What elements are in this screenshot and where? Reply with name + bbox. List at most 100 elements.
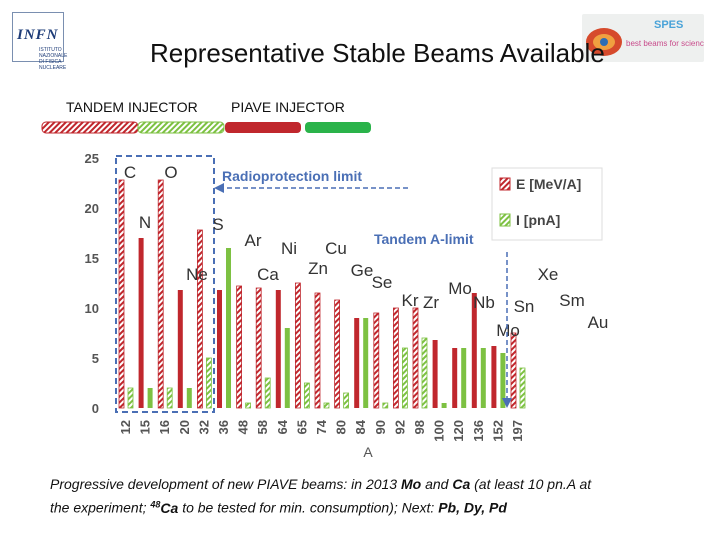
y-tick-label-20: 20 [85,201,99,216]
caption: Progressive development of new PIAVE bea… [50,474,690,518]
element-label-sm-19: Sm [559,291,585,310]
caption-text-1: Progressive development of new PIAVE bea… [50,476,401,492]
y-tick-label-15: 15 [85,251,99,266]
energy-bar-36-5 [217,290,222,408]
x-tick-label-92-14: 92 [392,420,407,434]
current-bar-136-18 [480,348,486,408]
radioprotection-arrow-icon [214,183,224,193]
caption-and: and [421,476,453,492]
energy-bar-65-9 [294,282,301,409]
energy-bar-92-14 [392,307,399,409]
energy-bar-32-4 [196,229,203,409]
caption-sup48: 48 [150,499,161,509]
current-bar-32-4 [205,357,212,409]
element-label-nb-15: Nb [473,293,495,312]
x-tick-label-48-6: 48 [236,420,251,434]
energy-bar-20-3 [177,290,183,408]
element-label-n-1: N [139,213,151,232]
x-tick-label-65-9: 65 [294,420,309,434]
element-label-mo-14: Mo [448,279,472,298]
element-label-c-0: C [124,163,136,182]
infn-logo-subtitle: ISTITUTO NAZIONALE DI FISICA NUCLEARE [39,47,68,71]
current-bar-65-9 [303,382,310,409]
energy-bar-136-18 [471,293,477,408]
infn-logo-text: INFN [17,27,59,43]
x-tick-label-16-2: 16 [157,420,172,434]
current-bar-120-17 [461,348,467,408]
energy-bar-80-11 [334,299,341,409]
current-bar-74-10 [323,402,330,409]
legend-label-current: I [pnA] [516,212,560,228]
x-tick-label-152-19: 152 [490,420,505,442]
current-bar-15-1 [147,388,153,408]
legend-swatch-current [499,213,511,227]
current-bar-80-11 [343,392,350,409]
caption-next: Pb, Dy, Pd [438,499,507,516]
current-bar-58-7 [264,377,271,409]
energy-bar-197-20 [510,332,517,409]
element-label-cu-9: Cu [325,239,347,258]
caption-ca48: Ca [160,499,179,516]
caption-mo: Mo [400,476,422,492]
element-label-zn-8: Zn [308,259,328,278]
tandem-current-bar [137,121,225,134]
spes-logo: SPES best beams for science [582,14,709,62]
spes-logo-text: SPES [654,19,683,31]
x-tick-label-100-16: 100 [432,420,447,442]
tandem-a-limit-label: Tandem A-limit [374,231,474,247]
energy-bar-100-16 [432,340,438,408]
element-label-ni-7: Ni [281,239,297,258]
x-tick-label-84-12: 84 [353,419,368,434]
energy-bar-98-15 [412,307,419,409]
energy-bar-90-13 [373,312,380,409]
x-tick-label-36-5: 36 [216,420,231,434]
y-tick-label-25: 25 [85,151,99,166]
spes-logo-graphic: SPES best beams for science [586,19,709,56]
current-bar-197-20 [519,367,526,409]
current-bar-16-2 [166,387,173,409]
page-title: Representative Stable Beams Available [150,38,605,68]
element-label-xe-18: Xe [538,265,559,284]
x-tick-label-136-18: 136 [471,420,486,442]
x-axis-label: A [363,444,373,460]
current-bar-12-0 [127,387,134,409]
element-label-s-4: S [212,215,223,234]
element-label-au-20: Au [588,313,609,332]
current-bar-92-14 [401,347,408,409]
x-tick-label-20-3: 20 [177,420,192,434]
tandem-region-box [115,155,215,413]
caption-text-2: (at least 10 pn.A at [470,476,592,492]
energy-bar-64-8 [275,290,281,408]
legend-label-energy: E [MeV/A] [516,176,581,192]
current-bar-152-19 [500,353,506,408]
caption-text-4: to be tested for min. consumption); Next… [178,499,439,516]
x-tick-label-74-10: 74 [314,419,329,434]
x-tick-label-120-17: 120 [451,420,466,442]
element-label-kr-12: Kr [402,291,419,310]
energy-bar-15-1 [138,238,144,408]
element-label-o-2: O [164,163,177,182]
current-bar-20-3 [186,388,192,408]
x-tick-label-15-1: 15 [138,420,153,434]
y-tick-label-0: 0 [92,401,99,416]
spes-logo-tagline: best beams for science [626,39,704,48]
caption-ca: Ca [452,476,471,492]
x-tick-label-64-8: 64 [275,419,290,434]
current-bar-36-5 [226,248,231,408]
x-tick-label-32-4: 32 [196,420,211,434]
piave-energy-bar [225,122,301,133]
caption-text-3: the experiment; [50,499,151,516]
x-tick-label-98-15: 98 [412,420,427,434]
injector-bars [41,121,371,134]
beams-chart: 0 5 10 15 20 25 12 15 16 20 32 36 48 58 64 65 74 80 84 90 92… [85,151,609,460]
current-bar-100-16 [441,403,447,408]
energy-bar-48-6 [236,285,243,409]
radioprotection-limit-label: Radioprotection limit [222,168,362,184]
current-bar-98-15 [421,337,428,409]
energy-bar-120-17 [452,348,458,408]
current-bar-64-8 [284,328,290,408]
x-tick-label-80-11: 80 [334,420,349,434]
element-label-zr-13: Zr [423,293,439,312]
piave-current-bar [305,122,371,133]
current-bar-90-13 [382,402,389,409]
